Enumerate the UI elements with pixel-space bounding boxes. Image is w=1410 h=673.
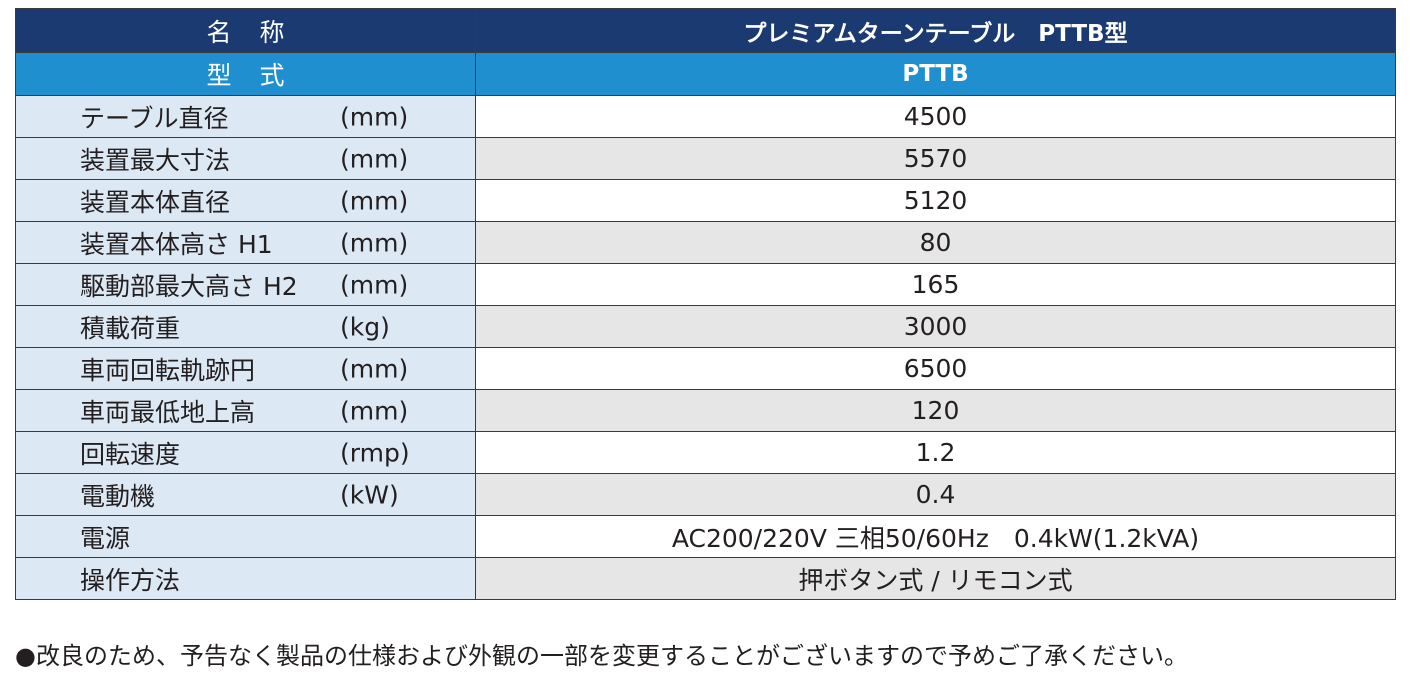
spec-label: 装置最大寸法	[80, 145, 231, 175]
spec-label: 駆動部最大高さ H2	[80, 271, 298, 301]
spec-value: 5120	[475, 179, 1396, 222]
spec-unit: (kg)	[340, 312, 390, 341]
name-header-label: 名称	[15, 8, 476, 53]
spec-label-cell: 装置最大寸法 (mm)	[15, 137, 476, 180]
spec-row-rotation-speed: 回転速度 (rmp) 1.2	[15, 431, 1396, 474]
spec-row-max-dimension: 装置最大寸法 (mm) 5570	[15, 137, 1396, 180]
spec-label-cell: 車両最低地上高 (mm)	[15, 389, 476, 432]
spec-row-body-height: 装置本体高さ H1 (mm) 80	[15, 221, 1396, 264]
spec-unit: (mm)	[340, 354, 409, 383]
model-header-label: 型式	[15, 52, 476, 96]
header-row-name: 名称 プレミアムターンテーブル PTTB型	[15, 8, 1396, 53]
spec-row-body-diameter: 装置本体直径 (mm) 5120	[15, 179, 1396, 222]
spec-label-cell: 電動機 (kW)	[15, 473, 476, 516]
spec-label-cell: 装置本体直径 (mm)	[15, 179, 476, 222]
spec-label-cell: 積載荷重 (kg)	[15, 305, 476, 348]
spec-label-cell: 操作方法	[15, 557, 476, 600]
spec-value: 120	[475, 389, 1396, 432]
spec-label-cell: 回転速度 (rmp)	[15, 431, 476, 474]
spec-table: 名称 プレミアムターンテーブル PTTB型 型式 PTTB テーブル直径 (mm)…	[15, 8, 1396, 600]
name-header-value: プレミアムターンテーブル PTTB型	[475, 8, 1396, 53]
header-row-model: 型式 PTTB	[15, 52, 1396, 96]
spec-value: 3000	[475, 305, 1396, 348]
spec-label: 電源	[80, 523, 131, 553]
spec-value: AC200/220V 三相50/60Hz 0.4kW(1.2kVA)	[475, 515, 1396, 558]
spec-label: 車両回転軌跡円	[80, 355, 256, 385]
spec-label-cell: 装置本体高さ H1 (mm)	[15, 221, 476, 264]
model-header-value: PTTB	[475, 52, 1396, 96]
spec-unit: (mm)	[340, 144, 409, 173]
spec-unit: (mm)	[340, 228, 409, 257]
spec-label: 積載荷重	[80, 313, 181, 343]
spec-row-table-diameter: テーブル直径 (mm) 4500	[15, 95, 1396, 138]
spec-value: 5570	[475, 137, 1396, 180]
spec-value: 165	[475, 263, 1396, 306]
spec-value: 押ボタン式 / リモコン式	[475, 557, 1396, 600]
spec-row-drive-height: 駆動部最大高さ H2 (mm) 165	[15, 263, 1396, 306]
spec-unit: (mm)	[340, 396, 409, 425]
spec-unit: (mm)	[340, 270, 409, 299]
spec-row-ground-clearance: 車両最低地上高 (mm) 120	[15, 389, 1396, 432]
spec-label: 装置本体直径	[80, 187, 231, 217]
spec-label-cell: 電源	[15, 515, 476, 558]
spec-unit: (mm)	[340, 102, 409, 131]
spec-row-motor: 電動機 (kW) 0.4	[15, 473, 1396, 516]
spec-unit: (kW)	[340, 480, 399, 509]
spec-row-operation-method: 操作方法 押ボタン式 / リモコン式	[15, 557, 1396, 600]
spec-label: テーブル直径	[80, 103, 229, 133]
spec-label-cell: 駆動部最大高さ H2 (mm)	[15, 263, 476, 306]
spec-row-power-supply: 電源 AC200/220V 三相50/60Hz 0.4kW(1.2kVA)	[15, 515, 1396, 558]
spec-label: 電動機	[80, 481, 156, 511]
spec-unit: (mm)	[340, 186, 409, 215]
footnote: ●改良のため、予告なく製品の仕様および外観の一部を変更することがございますので予…	[15, 642, 1188, 670]
spec-value: 1.2	[475, 431, 1396, 474]
spec-value: 80	[475, 221, 1396, 264]
spec-label-cell: テーブル直径 (mm)	[15, 95, 476, 138]
spec-value: 0.4	[475, 473, 1396, 516]
spec-label: 回転速度	[80, 439, 181, 469]
spec-label: 操作方法	[80, 565, 181, 595]
spec-value: 4500	[475, 95, 1396, 138]
spec-value: 6500	[475, 347, 1396, 390]
spec-row-load-capacity: 積載荷重 (kg) 3000	[15, 305, 1396, 348]
spec-row-turning-circle: 車両回転軌跡円 (mm) 6500	[15, 347, 1396, 390]
spec-unit: (rmp)	[340, 438, 410, 467]
spec-label-cell: 車両回転軌跡円 (mm)	[15, 347, 476, 390]
spec-label: 装置本体高さ H1	[80, 229, 273, 259]
spec-label: 車両最低地上高	[80, 397, 256, 427]
